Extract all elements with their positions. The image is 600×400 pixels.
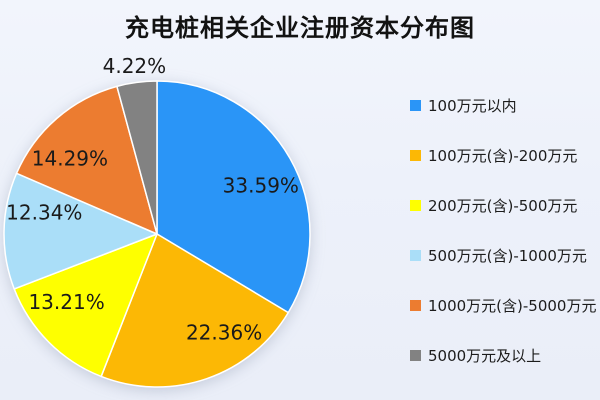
pie-slice[interactable] (3, 172, 158, 290)
legend-label: 500万元(含)-1000万元 (428, 246, 587, 265)
pie-slices-group (3, 80, 311, 388)
slice-value-label: 12.34% (6, 201, 82, 225)
legend-swatch-icon (410, 349, 421, 361)
pie-slice[interactable] (116, 80, 158, 235)
legend-item[interactable]: 1000万元(含)-5000万元 (410, 280, 596, 330)
slice-value-label: 33.59% (223, 173, 299, 197)
slice-value-label: 13.21% (28, 290, 104, 314)
legend-item[interactable]: 100万元(含)-200万元 (410, 130, 596, 180)
legend-swatch-icon (410, 149, 421, 161)
legend-label: 100万元(含)-200万元 (428, 146, 578, 165)
pie-slice[interactable] (15, 85, 158, 235)
legend-item[interactable]: 500万元(含)-1000万元 (410, 230, 596, 280)
pie-slice[interactable] (13, 233, 158, 378)
slice-value-label: 4.22% (103, 54, 167, 78)
legend-item[interactable]: 100万元以内 (410, 80, 596, 130)
pie-slice[interactable] (156, 80, 311, 314)
legend-item[interactable]: 200万元(含)-500万元 (410, 180, 596, 230)
legend-swatch-icon (410, 199, 421, 211)
legend-swatch-icon (410, 299, 421, 311)
legend-label: 100万元以内 (428, 96, 517, 115)
legend-label: 5000万元及以上 (428, 346, 542, 365)
legend-swatch-icon (410, 249, 421, 261)
legend-swatch-icon (410, 99, 421, 111)
legend-label: 200万元(含)-500万元 (428, 196, 578, 215)
legend: 100万元以内 100万元(含)-200万元 200万元(含)-500万元 500万元… (410, 80, 596, 380)
slice-value-label: 14.29% (32, 146, 108, 170)
legend-item[interactable]: 5000万元及以上 (410, 330, 596, 380)
slice-value-label: 22.36% (186, 321, 262, 345)
chart-title: 充电桩相关企业注册资本分布图 (125, 14, 475, 42)
pie-slice[interactable] (100, 233, 290, 388)
pie-labels-group: 33.59% 22.36% 13.21% 12.34% 14.29% 4.22% (6, 54, 299, 345)
legend-label: 1000万元(含)-5000万元 (428, 296, 597, 315)
